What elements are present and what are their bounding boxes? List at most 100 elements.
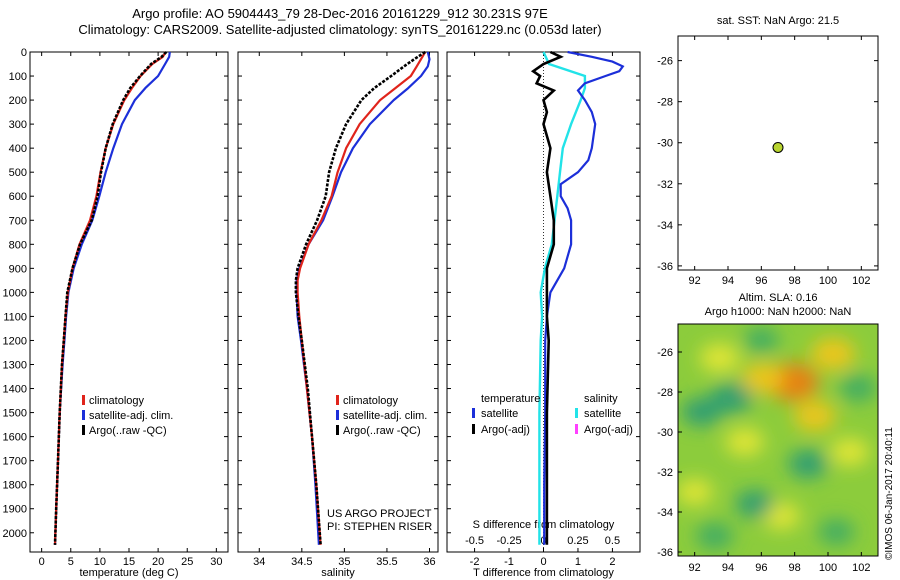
x-tick-label: 36 bbox=[423, 556, 435, 568]
figure-title-line1: Argo profile: AO 5904443_79 28-Dec-2016 … bbox=[132, 6, 548, 21]
x-tick-label: 10 bbox=[94, 556, 106, 568]
y-tick-label: 1400 bbox=[3, 384, 27, 396]
legend-label-1: Argo(-adj) bbox=[481, 424, 530, 436]
heatmap-x-tick-label: 100 bbox=[819, 562, 837, 574]
legend-label-3: Argo(-adj) bbox=[584, 424, 633, 436]
heatmap-blob bbox=[741, 362, 785, 394]
legend-marker bbox=[336, 395, 339, 405]
map-x-tick-label: 96 bbox=[755, 275, 767, 287]
x-tick-label: 34.5 bbox=[291, 556, 312, 568]
heatmap-blob bbox=[710, 382, 753, 414]
heatmap-blob bbox=[695, 522, 734, 550]
legend-marker bbox=[82, 425, 85, 435]
legend-header-salinity: salinity bbox=[584, 393, 618, 405]
axes-frame-temperature bbox=[29, 51, 229, 553]
x-tick-label: 2 bbox=[609, 556, 615, 568]
y-tick-label: 1100 bbox=[3, 311, 27, 323]
legend-label-1: satellite-adj. clim. bbox=[89, 410, 173, 422]
y-tick-label: 2000 bbox=[3, 528, 27, 540]
y-tick-label: 1000 bbox=[3, 287, 27, 299]
heatmap-blob bbox=[681, 397, 722, 427]
y-tick-label: 1800 bbox=[3, 480, 27, 492]
map-x-tick-label: 102 bbox=[852, 275, 870, 287]
x-tick-label: -2 bbox=[470, 556, 480, 568]
legend-marker bbox=[472, 424, 475, 434]
x-tick-label: 34 bbox=[253, 556, 265, 568]
series-salinity-0 bbox=[296, 51, 427, 545]
heatmap-blob bbox=[810, 337, 856, 371]
heatmap-y-tick-label: -28 bbox=[657, 387, 673, 399]
x2-tick-label: -0.25 bbox=[496, 535, 521, 547]
credits-line2: PI: STEPHEN RISER bbox=[327, 521, 433, 533]
heatmap-blob bbox=[735, 489, 775, 519]
heatmap-x-tick-label: 102 bbox=[852, 562, 870, 574]
heatmap-y-tick-label: -34 bbox=[657, 507, 673, 519]
y-tick-label: 1200 bbox=[3, 335, 27, 347]
credits-line1: US ARGO PROJECT bbox=[327, 508, 432, 520]
map-title: sat. SST: NaN Argo: 21.5 bbox=[717, 15, 839, 27]
legend-label-0: climatology bbox=[89, 395, 145, 407]
legend-marker bbox=[336, 410, 339, 420]
y-tick-label: 1600 bbox=[3, 432, 27, 444]
x-tick-label: 20 bbox=[152, 556, 164, 568]
y-tick-label: 0 bbox=[21, 47, 27, 59]
legend-label-0: climatology bbox=[343, 395, 399, 407]
figure-title-line2: Climatology: CARS2009. Satellite-adjuste… bbox=[78, 22, 602, 37]
profile-location-point bbox=[772, 141, 784, 153]
map-x-tick-label: 92 bbox=[689, 275, 701, 287]
x-axis-label: T difference from climatology bbox=[473, 567, 614, 579]
legend-label-2: Argo(..raw -QC) bbox=[343, 425, 421, 437]
y-tick-label: 1500 bbox=[3, 408, 27, 420]
sla-title-line1: Altim. SLA: 0.16 bbox=[739, 292, 818, 304]
axes-frame-salinity bbox=[237, 51, 439, 553]
legend-marker bbox=[472, 408, 475, 418]
heatmap-blob bbox=[818, 518, 855, 546]
heatmap-blob bbox=[699, 343, 740, 373]
map-x-tick-label: 100 bbox=[819, 275, 837, 287]
y-tick-label: 300 bbox=[9, 119, 27, 131]
x-tick-label: 1 bbox=[575, 556, 581, 568]
series-temperature-satellite bbox=[543, 50, 625, 545]
map-x-tick-label: 98 bbox=[789, 275, 801, 287]
series-salinity-1 bbox=[295, 51, 431, 545]
heatmap-blob bbox=[839, 374, 877, 402]
map-y-tick-label: -26 bbox=[657, 56, 673, 68]
legend-header-temperature: temperature bbox=[481, 393, 540, 405]
x-tick-label: 0 bbox=[39, 556, 45, 568]
heatmap-x-tick-label: 96 bbox=[755, 562, 767, 574]
legend-label-2: Argo(..raw -QC) bbox=[89, 425, 167, 437]
x-tick-label: -1 bbox=[504, 556, 514, 568]
x-tick-label: 35.5 bbox=[376, 556, 397, 568]
map-y-tick-label: -34 bbox=[657, 220, 673, 232]
x-tick-label: 25 bbox=[181, 556, 193, 568]
x2-tick-label: -0.5 bbox=[465, 535, 484, 547]
series-salinity-satellite bbox=[538, 51, 587, 545]
heatmap-blob bbox=[743, 327, 779, 353]
legend-marker bbox=[336, 425, 339, 435]
heatmap-x-tick-label: 94 bbox=[722, 562, 734, 574]
x2-tick-label: 0.25 bbox=[567, 535, 588, 547]
y-tick-label: 500 bbox=[9, 167, 27, 179]
x-tick-label: 5 bbox=[68, 556, 74, 568]
heatmap-blobs bbox=[678, 327, 877, 550]
map-y-tick-label: -36 bbox=[657, 261, 673, 273]
y-tick-label: 1300 bbox=[3, 360, 27, 372]
legend-marker bbox=[82, 410, 85, 420]
heatmap-blob bbox=[678, 478, 713, 506]
heatmap-blob bbox=[793, 400, 836, 432]
heatmap-frame bbox=[677, 323, 879, 557]
series-salinity-2 bbox=[294, 50, 426, 545]
heatmap-blob bbox=[830, 437, 870, 467]
series-temperature-argo bbox=[530, 50, 564, 545]
sla-title-line2: Argo h1000: NaN h2000: NaN bbox=[705, 306, 852, 318]
map-x-tick-label: 94 bbox=[722, 275, 734, 287]
map-y-tick-label: -32 bbox=[657, 179, 673, 191]
legend-marker bbox=[82, 395, 85, 405]
map-y-tick-label: -30 bbox=[657, 138, 673, 150]
heatmap-layer bbox=[678, 324, 878, 556]
heatmap-y-tick-label: -26 bbox=[657, 347, 673, 359]
y-tick-label: 600 bbox=[9, 191, 27, 203]
x-tick-label: 15 bbox=[123, 556, 135, 568]
legend-label-0: satellite bbox=[481, 408, 518, 420]
